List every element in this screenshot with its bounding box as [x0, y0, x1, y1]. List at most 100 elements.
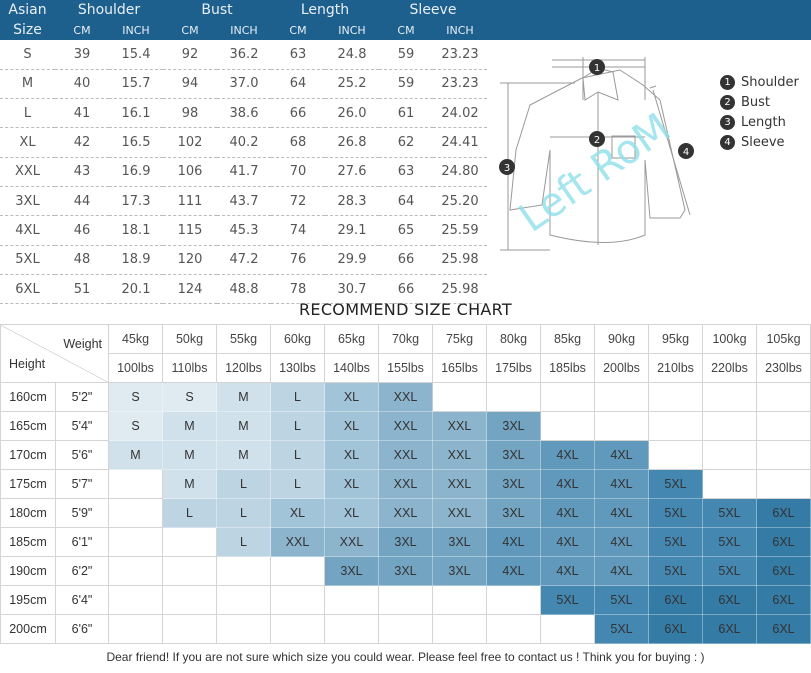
measure-cell: 40 [55, 69, 109, 100]
measure-cell: 111 [163, 186, 217, 217]
measure-cell: 46 [55, 215, 109, 246]
size-cell: 5XL [648, 556, 703, 586]
size-cell [108, 469, 163, 499]
measure-cell: 72 [271, 186, 325, 217]
size-cell: 5XL [594, 585, 649, 615]
size-cell [756, 382, 811, 412]
size-cell [270, 585, 325, 615]
size-cell [540, 411, 595, 441]
measure-cell: 102 [163, 127, 217, 158]
height-cm: 160cm [0, 382, 56, 412]
size-cell [540, 382, 595, 412]
size-cell [756, 411, 811, 441]
measure-cell: 25.98 [433, 274, 487, 305]
measure-row: 5XL 48 18.9 120 47.2 76 29.9 66 25.98 [0, 245, 487, 275]
size-cell: 5XL [594, 614, 649, 644]
lbs-header-row: 100lbs 110lbs 120lbs 130lbs 140lbs 155lbs 165l… [1, 353, 811, 383]
measure-cell: 65 [379, 215, 433, 246]
measure-cell: 25.59 [433, 215, 487, 246]
measure-cell: 24.41 [433, 127, 487, 158]
size-cell: 5XL [702, 527, 757, 557]
measure-cell: 29.1 [325, 215, 379, 246]
size-cell: XXL [432, 440, 487, 470]
weight-kg-header: 55kg [216, 324, 271, 354]
size-cell [648, 382, 703, 412]
height-cm: 165cm [0, 411, 56, 441]
size-cell [432, 585, 487, 615]
weight-lbs-header: 100lbs [108, 353, 163, 383]
marker-2: 2 [594, 135, 600, 146]
unit-header: CM [73, 23, 91, 37]
size-cell [270, 556, 325, 586]
measure-cell: 74 [271, 215, 325, 246]
marker-3: 3 [504, 163, 510, 174]
size-cell [432, 614, 487, 644]
size-cell [216, 614, 271, 644]
measure-row: S 39 15.4 92 36.2 63 24.8 59 23.23 [0, 40, 487, 70]
measure-cell: 26.0 [325, 98, 379, 129]
size-cell [594, 411, 649, 441]
size-cell: 5XL [648, 498, 703, 528]
height-ft: 5'7" [55, 469, 109, 499]
size-cell [324, 585, 379, 615]
legend-item: 1 Shoulder [720, 72, 799, 92]
height-ft: 5'9" [55, 498, 109, 528]
measure-cell: 16.9 [109, 157, 163, 187]
size-cell: 3XL [432, 556, 487, 586]
size-cell: L [270, 469, 325, 499]
height-cm: 180cm [0, 498, 56, 528]
height-cm: 175cm [0, 469, 56, 499]
height-cm: 170cm [0, 440, 56, 470]
size-cell: 4XL [594, 556, 649, 586]
size-cell: S [108, 382, 163, 412]
size-cell [270, 614, 325, 644]
size-cell [108, 585, 163, 615]
size-cell: XL [324, 411, 379, 441]
measure-cell: 16.5 [109, 127, 163, 158]
size-cell: M [216, 440, 271, 470]
legend-label: Sleeve [741, 134, 785, 150]
weight-kg-header: 70kg [378, 324, 433, 354]
measure-cell: 44 [55, 186, 109, 217]
size-cell [756, 440, 811, 470]
size-cell: XXL [378, 411, 433, 441]
measure-cell: 40.2 [217, 127, 271, 158]
weight-kg-header: 95kg [648, 324, 703, 354]
height-label: Height [9, 357, 46, 371]
unit-header: CM [289, 23, 307, 37]
size-cell: 3XL [486, 440, 541, 470]
size-cell [594, 382, 649, 412]
unit-header: INCH [446, 23, 474, 37]
size-cell: L [162, 498, 217, 528]
weight-lbs-header: 110lbs [162, 353, 217, 383]
size-cell [216, 556, 271, 586]
measure-row: XL 42 16.5 102 40.2 68 26.8 62 24.41 [0, 127, 487, 158]
measure-row: L 41 16.1 98 38.6 66 26.0 61 24.02 [0, 98, 487, 129]
size-cell: M [216, 411, 271, 441]
size-cell [216, 585, 271, 615]
size-cell: M [162, 469, 217, 499]
size-cell: M [0, 69, 55, 100]
measure-cell: 66 [379, 274, 433, 305]
measure-cell: 39 [55, 40, 109, 70]
height-ft: 5'6" [55, 440, 109, 470]
size-cell: 6XL [702, 614, 757, 644]
size-cell: M [216, 382, 271, 412]
unit-header: CM [181, 23, 199, 37]
weight-lbs-header: 210lbs [648, 353, 703, 383]
unit-header: INCH [338, 23, 366, 37]
size-cell: XL [0, 127, 55, 158]
legend-number-icon: 1 [720, 74, 735, 90]
size-cell: XL [270, 498, 325, 528]
marker-1: 1 [594, 63, 600, 74]
recommend-title: RECOMMEND SIZE CHART [299, 300, 512, 319]
measure-cell: 41 [55, 98, 109, 129]
measure-cell: 18.9 [109, 245, 163, 275]
size-cell [324, 614, 379, 644]
weight-lbs-header: 130lbs [270, 353, 325, 383]
size-cell: 6XL [756, 585, 811, 615]
weight-kg-header: 100kg [702, 324, 757, 354]
height-cm: 190cm [0, 556, 56, 586]
measure-row: 3XL 44 17.3 111 43.7 72 28.3 64 25.20 [0, 186, 487, 217]
unit-header: CM [397, 23, 415, 37]
